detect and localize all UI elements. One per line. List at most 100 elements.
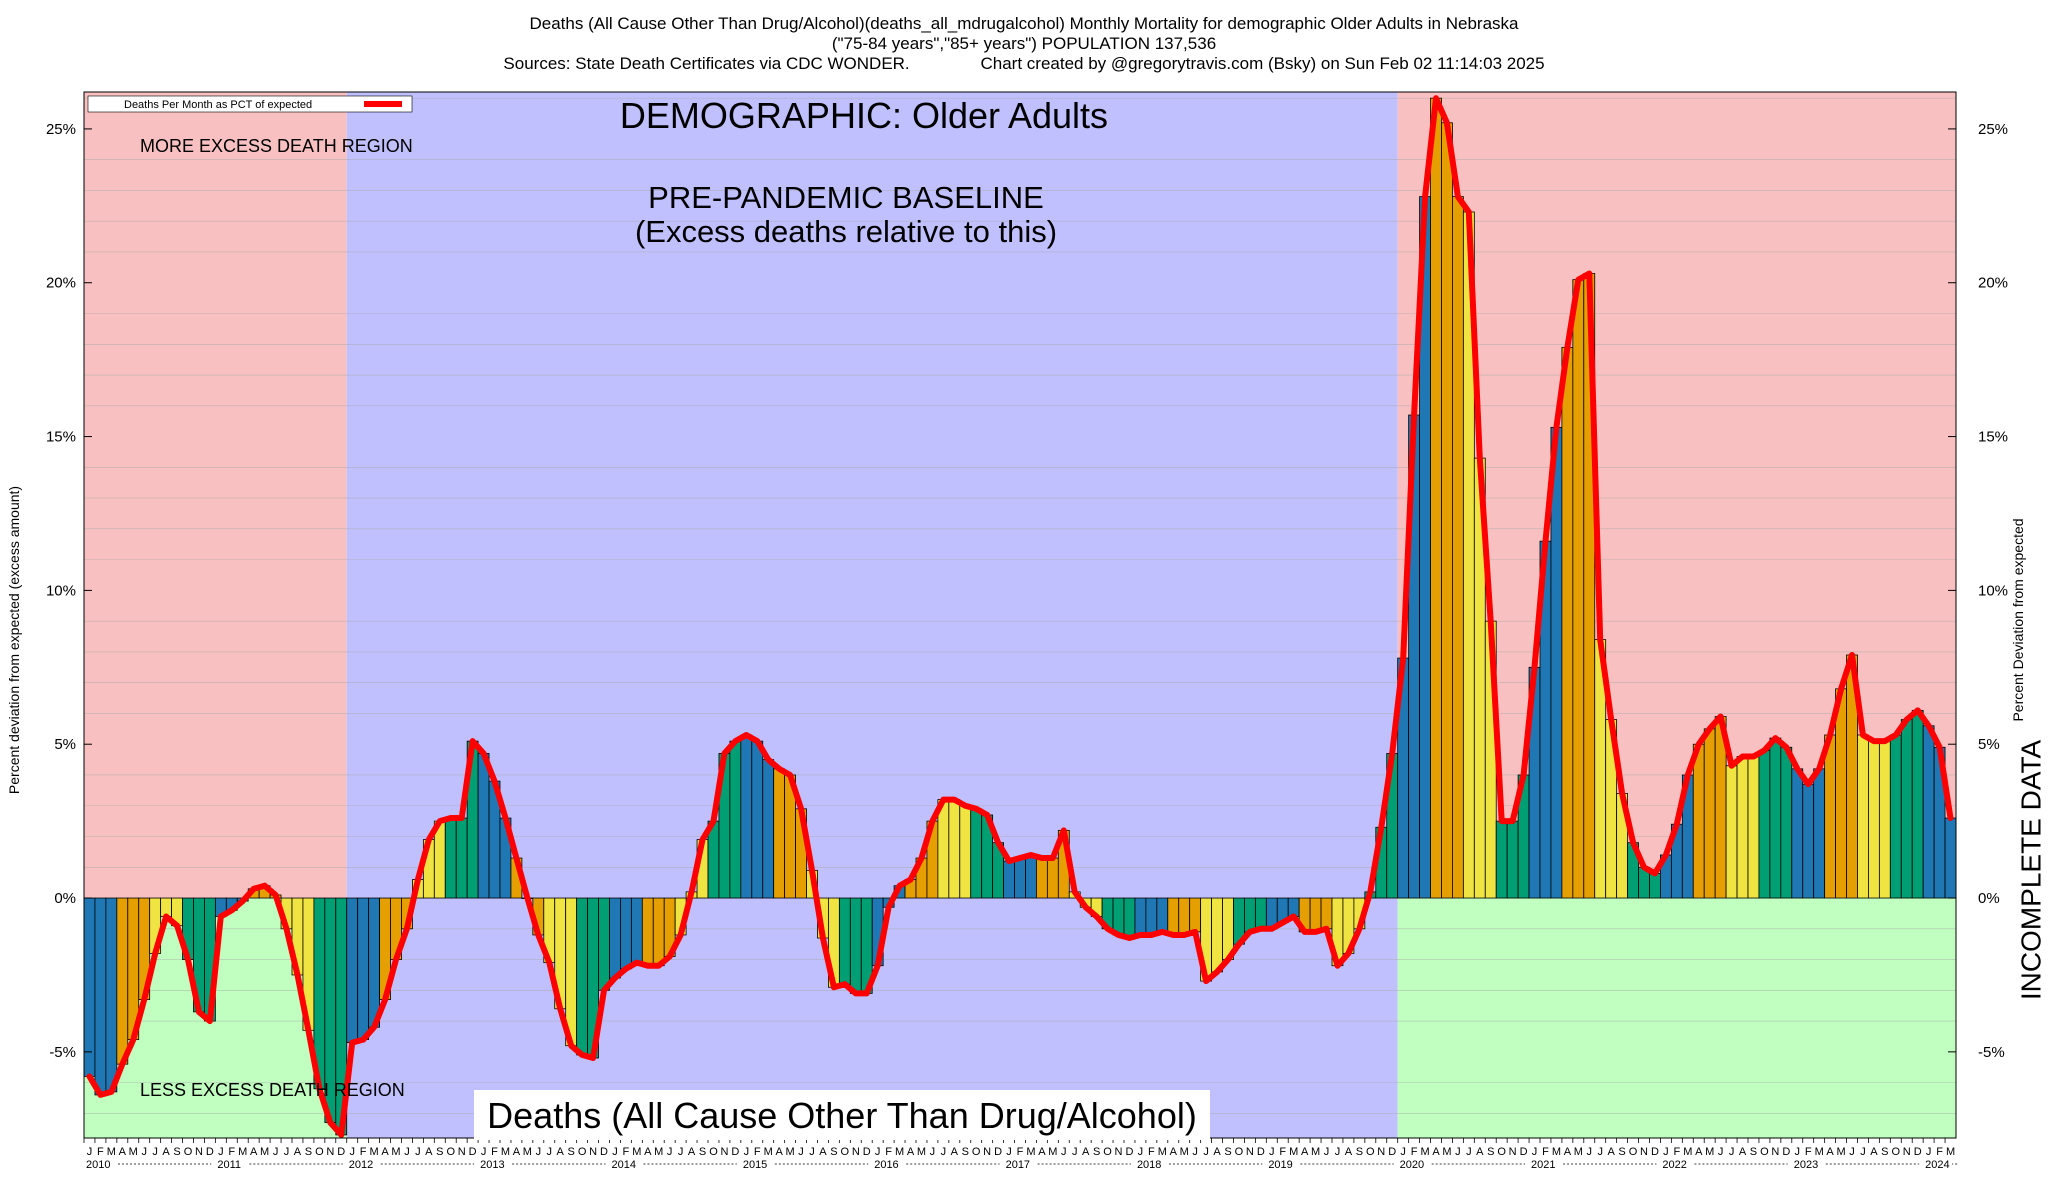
- bar: [1036, 857, 1048, 899]
- x-tick-month: D: [600, 1146, 608, 1158]
- x-tick-month: A: [294, 1146, 302, 1158]
- x-tick-month: A: [1345, 1146, 1353, 1158]
- series-line: [86, 95, 1954, 1138]
- x-tick-month: J: [415, 1146, 421, 1158]
- bottom-chart-title: Deaths (All Cause Other Than Drug/Alcoho…: [487, 1095, 1197, 1136]
- x-tick-month: O: [315, 1146, 324, 1158]
- x-tick-month: N: [852, 1146, 860, 1158]
- baseline-label-line2: (Excess deaths relative to this): [635, 214, 1057, 249]
- less-region-post: [1397, 898, 1956, 1138]
- chart-sources: Sources: State Death Certificates via CD…: [503, 54, 1545, 73]
- x-tick-month: S: [436, 1146, 443, 1158]
- bar: [1167, 897, 1180, 936]
- bar: [83, 897, 96, 1077]
- y-tick-label-right: 25%: [1978, 121, 2008, 138]
- x-year-label: 2017: [1006, 1159, 1030, 1171]
- y-tick-label-left: 15%: [46, 429, 76, 446]
- x-year-label: 2012: [349, 1159, 373, 1171]
- x-tick-month: M: [501, 1146, 510, 1158]
- y-tick-label-right: 5%: [1978, 736, 2000, 753]
- bar: [773, 768, 786, 899]
- x-tick-month: O: [578, 1146, 587, 1158]
- y-tick-label-left: -5%: [49, 1044, 76, 1061]
- x-tick-month: F: [228, 1146, 235, 1158]
- bar: [1769, 737, 1782, 899]
- excess-region-pre: [84, 92, 347, 899]
- x-tick-month: M: [1158, 1146, 1167, 1158]
- chart-title: Deaths (All Cause Other Than Drug/Alcoho…: [529, 14, 1519, 33]
- y-tick-label-right: 15%: [1978, 429, 2008, 446]
- bar: [1725, 765, 1738, 899]
- x-tick-month: M: [1836, 1146, 1845, 1158]
- x-tick-month: J: [284, 1146, 290, 1158]
- x-tick-month: M: [107, 1146, 116, 1158]
- x-tick-month: A: [425, 1146, 433, 1158]
- x-tick-month: A: [1607, 1146, 1615, 1158]
- bar: [1791, 768, 1804, 899]
- bar: [455, 817, 468, 899]
- bar: [1025, 854, 1037, 899]
- bar: [1309, 897, 1322, 933]
- x-tick-month: D: [469, 1146, 477, 1158]
- bar: [105, 897, 118, 1093]
- bar: [630, 897, 643, 964]
- bar: [477, 753, 490, 899]
- x-tick-month: J: [1203, 1146, 1209, 1158]
- x-tick-month: J: [667, 1146, 673, 1158]
- x-tick-month: M: [391, 1146, 400, 1158]
- bar: [751, 740, 764, 899]
- x-tick-month: D: [1257, 1146, 1265, 1158]
- x-tick-month: M: [632, 1146, 641, 1158]
- bar: [1922, 725, 1935, 899]
- x-tick-month: S: [173, 1146, 180, 1158]
- x-tick-month: A: [951, 1146, 959, 1158]
- x-tick-month: O: [841, 1146, 850, 1158]
- x-tick-month: A: [775, 1146, 783, 1158]
- y-tick-label-left: 5%: [54, 736, 76, 753]
- x-tick-month: J: [1860, 1146, 1866, 1158]
- x-tick-month: F: [1279, 1146, 1286, 1158]
- legend-label: Deaths Per Month as PCT of expected: [124, 99, 312, 111]
- bar: [346, 897, 359, 1044]
- bar: [1736, 756, 1749, 899]
- x-tick-month: O: [1103, 1146, 1112, 1158]
- x-tick-month: J: [273, 1146, 279, 1158]
- bar: [609, 897, 621, 979]
- x-tick-month: J: [1006, 1146, 1012, 1158]
- bar: [1878, 740, 1891, 899]
- y-tick-label-left: 0%: [54, 890, 76, 907]
- x-tick-month: F: [1936, 1146, 1943, 1158]
- x-tick-month: O: [1235, 1146, 1244, 1158]
- bar: [1824, 734, 1836, 899]
- x-tick-month: O: [709, 1146, 718, 1158]
- bar: [1495, 820, 1508, 899]
- x-tick-month: M: [764, 1146, 773, 1158]
- x-tick-month: M: [1552, 1146, 1561, 1158]
- bar: [1441, 122, 1453, 899]
- bar: [94, 897, 107, 1096]
- bar: [1123, 897, 1136, 939]
- x-tick-month: D: [994, 1146, 1002, 1158]
- x-tick-month: J: [1455, 1146, 1461, 1158]
- x-tick-month: M: [1048, 1146, 1057, 1158]
- x-tick-month: A: [688, 1146, 696, 1158]
- x-year-label: 2013: [480, 1159, 504, 1171]
- x-tick-month: S: [1750, 1146, 1757, 1158]
- x-tick-month: N: [1509, 1146, 1517, 1158]
- x-tick-month: M: [1705, 1146, 1714, 1158]
- x-tick-month: N: [1377, 1146, 1385, 1158]
- x-tick-month: J: [798, 1146, 804, 1158]
- bar: [598, 897, 610, 991]
- x-tick-month: J: [1663, 1146, 1669, 1158]
- bar: [1572, 279, 1585, 899]
- bar: [937, 799, 950, 899]
- bar: [1889, 734, 1902, 899]
- x-tick-month: M: [1026, 1146, 1035, 1158]
- x-tick-month: J: [809, 1146, 815, 1158]
- bar: [1758, 749, 1771, 899]
- x-tick-month: M: [786, 1146, 795, 1158]
- legend-box: [87, 95, 413, 113]
- x-tick-month: A: [1432, 1146, 1440, 1158]
- x-tick-month: M: [523, 1146, 532, 1158]
